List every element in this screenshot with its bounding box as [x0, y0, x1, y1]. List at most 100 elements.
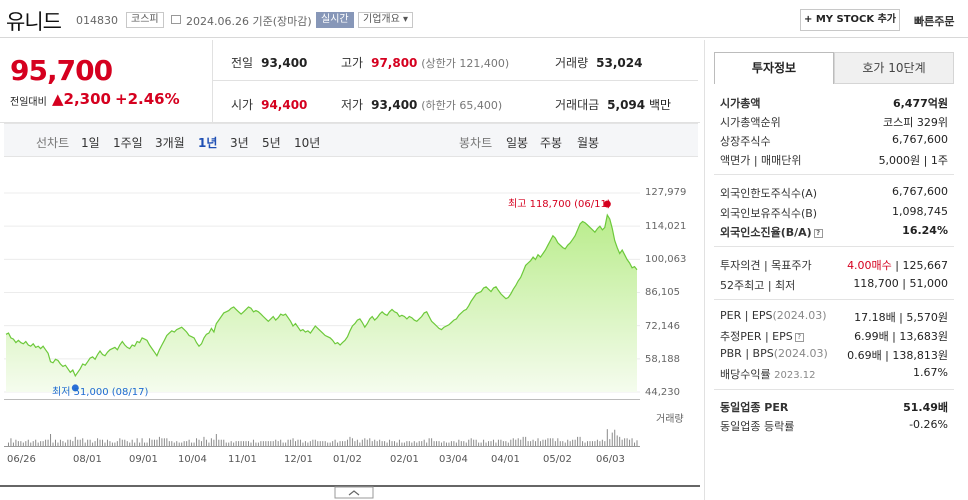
volume-bar — [488, 441, 490, 446]
volume-bar — [495, 442, 497, 446]
period-5y[interactable]: 5년 — [262, 136, 281, 150]
x-tick: 08/01 — [73, 454, 102, 465]
volume-bar — [106, 439, 108, 446]
volume-bar — [616, 435, 618, 446]
candle-weekly[interactable]: 주봉 — [540, 136, 563, 150]
volume-bar — [287, 439, 289, 446]
period-3m[interactable]: 3개월 — [155, 136, 185, 150]
volume-bar — [176, 441, 178, 446]
volume-bar — [475, 439, 477, 446]
volume-bar — [403, 442, 405, 446]
volume-bar — [203, 436, 205, 446]
info-icon[interactable]: ? — [813, 228, 823, 238]
volume-bar — [604, 441, 606, 446]
volume-bar — [537, 438, 539, 446]
volume-bar — [478, 442, 480, 446]
volume-bar — [356, 439, 358, 446]
volume-bar — [634, 442, 636, 446]
volume-bar — [599, 441, 601, 446]
volume-bar — [398, 439, 400, 446]
volume-bar — [411, 442, 413, 446]
volume-bar — [436, 441, 438, 446]
volume-bar — [119, 438, 121, 446]
low-point — [71, 384, 79, 392]
volume-bar — [520, 439, 522, 446]
x-axis — [4, 446, 640, 447]
period-3y[interactable]: 3년 — [230, 136, 249, 150]
divider — [714, 246, 954, 247]
volume-bar — [235, 441, 237, 446]
volume-bar — [354, 441, 356, 446]
volume-bar — [198, 439, 200, 446]
candle-daily[interactable]: 일봉 — [506, 136, 529, 150]
industry-per-row: 동일업종 PER 51.49배 — [720, 401, 948, 414]
volume-bar — [327, 442, 329, 446]
candle-monthly[interactable]: 월봉 — [577, 136, 600, 150]
volume-bar — [121, 439, 123, 446]
foreign-ratio-row: 외국인소진율(B/A)? 16.24% — [720, 224, 948, 239]
volume-bar — [84, 442, 86, 446]
volume-bar — [369, 438, 371, 446]
volume-bar — [329, 442, 331, 446]
volume-bar — [379, 439, 381, 446]
change-value: ▲2,300 — [52, 90, 111, 108]
volume-bar — [146, 442, 148, 446]
volume-bar — [250, 442, 252, 446]
x-tick: 01/02 — [333, 454, 362, 465]
volume-bar — [619, 436, 621, 446]
volume-label: 거래량 — [656, 414, 684, 425]
volume-bar — [468, 439, 470, 446]
period-1y[interactable]: 1년 — [198, 136, 218, 150]
volume-bar — [208, 442, 210, 446]
tab-invest-info[interactable]: 투자정보 — [714, 52, 834, 84]
divider — [0, 122, 700, 123]
volume-bar — [307, 442, 309, 446]
current-price: 95,700 — [10, 54, 113, 87]
per-row: PER | EPS(2024.03) 17.18배 | 5,570원 — [720, 309, 948, 324]
volume-bar — [349, 436, 351, 446]
quick-order-button[interactable]: 빠른주문 — [914, 15, 955, 28]
volume-bar — [102, 439, 104, 446]
volume-bar — [530, 441, 532, 446]
volume-bars — [7, 429, 638, 446]
volume-bar — [636, 440, 638, 446]
volume-bar — [240, 441, 242, 446]
volume-bar — [465, 442, 467, 446]
volume-bar — [32, 441, 34, 446]
company-info-dropdown[interactable]: 기업개요 ▾ — [358, 12, 413, 28]
volume-bar — [89, 439, 91, 446]
dividend-row: 배당수익률 2023.12 1.67% — [720, 366, 948, 381]
volume-bar — [262, 441, 264, 446]
volume-bar — [621, 439, 623, 446]
volume-bar — [448, 442, 450, 446]
realtime-button[interactable]: 실시간 — [316, 12, 354, 28]
tab-orderbook[interactable]: 호가 10단계 — [834, 52, 954, 84]
volume-bar — [554, 441, 556, 446]
volume-bar — [134, 442, 136, 446]
collapse-toggle[interactable] — [334, 486, 374, 499]
volume-bar — [116, 441, 118, 446]
volume-bar — [505, 441, 507, 446]
volume-bar — [265, 441, 267, 446]
period-10y[interactable]: 10년 — [294, 136, 321, 150]
volume-bar — [406, 441, 408, 446]
volume-bar — [527, 441, 529, 446]
volume-bar — [433, 441, 435, 446]
volume-bar — [255, 442, 257, 446]
volume-bar — [166, 438, 168, 446]
add-mystock-button[interactable]: + MY STOCK 추가 — [800, 9, 900, 31]
foreign-limit-row: 외국인한도주식수(A) 6,767,600 — [720, 185, 948, 200]
trade-amount: 거래대금 5,094 백만 — [555, 98, 672, 112]
period-1d[interactable]: 1일 — [81, 136, 100, 150]
volume-bar — [302, 442, 304, 446]
price-chart[interactable] — [0, 157, 700, 500]
volume-bar — [423, 439, 425, 446]
industry-rate-row: 동일업종 등락률 -0.26% — [720, 418, 948, 433]
volume-bar — [126, 441, 128, 446]
period-1w[interactable]: 1주일 — [113, 136, 143, 150]
volume-bar — [52, 442, 54, 446]
volume-bar — [131, 439, 133, 446]
x-tick: 06/03 — [596, 454, 625, 465]
x-tick: 06/26 — [7, 454, 36, 465]
info-icon[interactable]: ? — [794, 332, 804, 342]
